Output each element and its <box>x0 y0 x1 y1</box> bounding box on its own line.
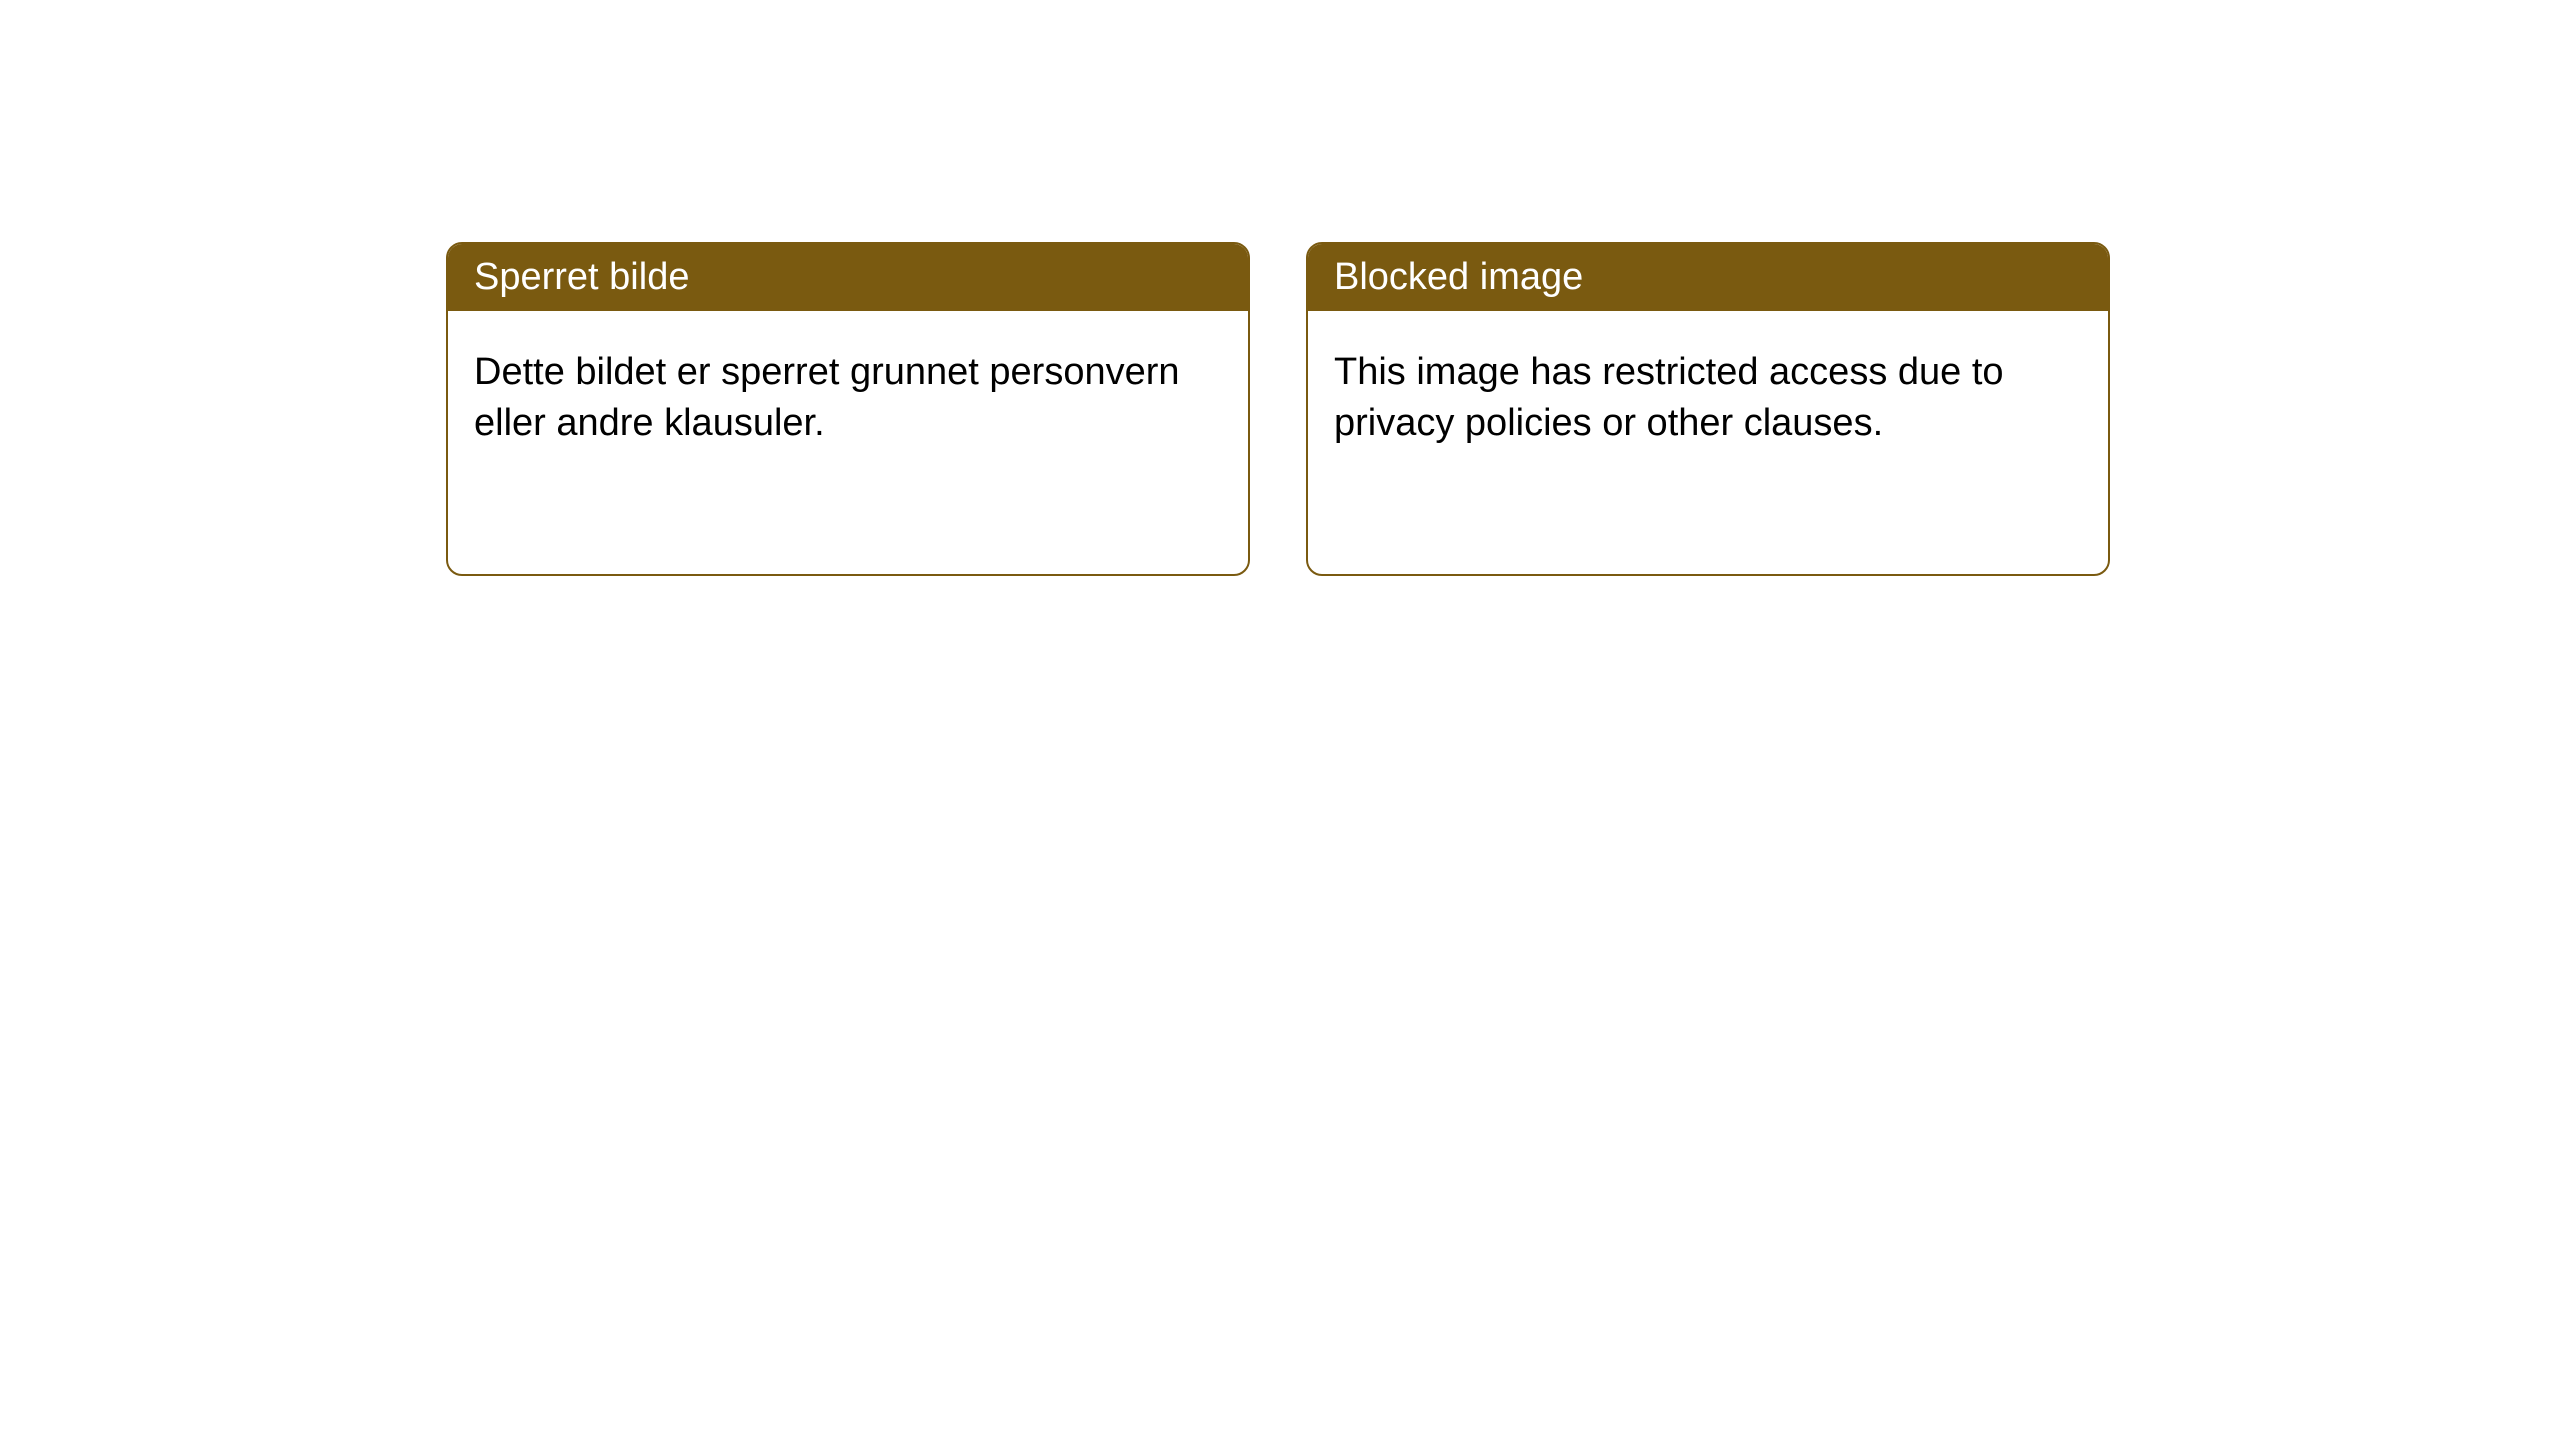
cards-container: Sperret bilde Dette bildet er sperret gr… <box>446 242 2110 576</box>
card-norwegian: Sperret bilde Dette bildet er sperret gr… <box>446 242 1250 576</box>
card-title-english: Blocked image <box>1334 256 1583 298</box>
card-body-norwegian: Dette bildet er sperret grunnet personve… <box>448 311 1248 486</box>
card-header-english: Blocked image <box>1308 244 2108 311</box>
card-english: Blocked image This image has restricted … <box>1306 242 2110 576</box>
card-header-norwegian: Sperret bilde <box>448 244 1248 311</box>
card-body-english: This image has restricted access due to … <box>1308 311 2108 486</box>
card-text-norwegian: Dette bildet er sperret grunnet personve… <box>474 351 1180 444</box>
card-title-norwegian: Sperret bilde <box>474 256 689 298</box>
card-text-english: This image has restricted access due to … <box>1334 351 2004 444</box>
